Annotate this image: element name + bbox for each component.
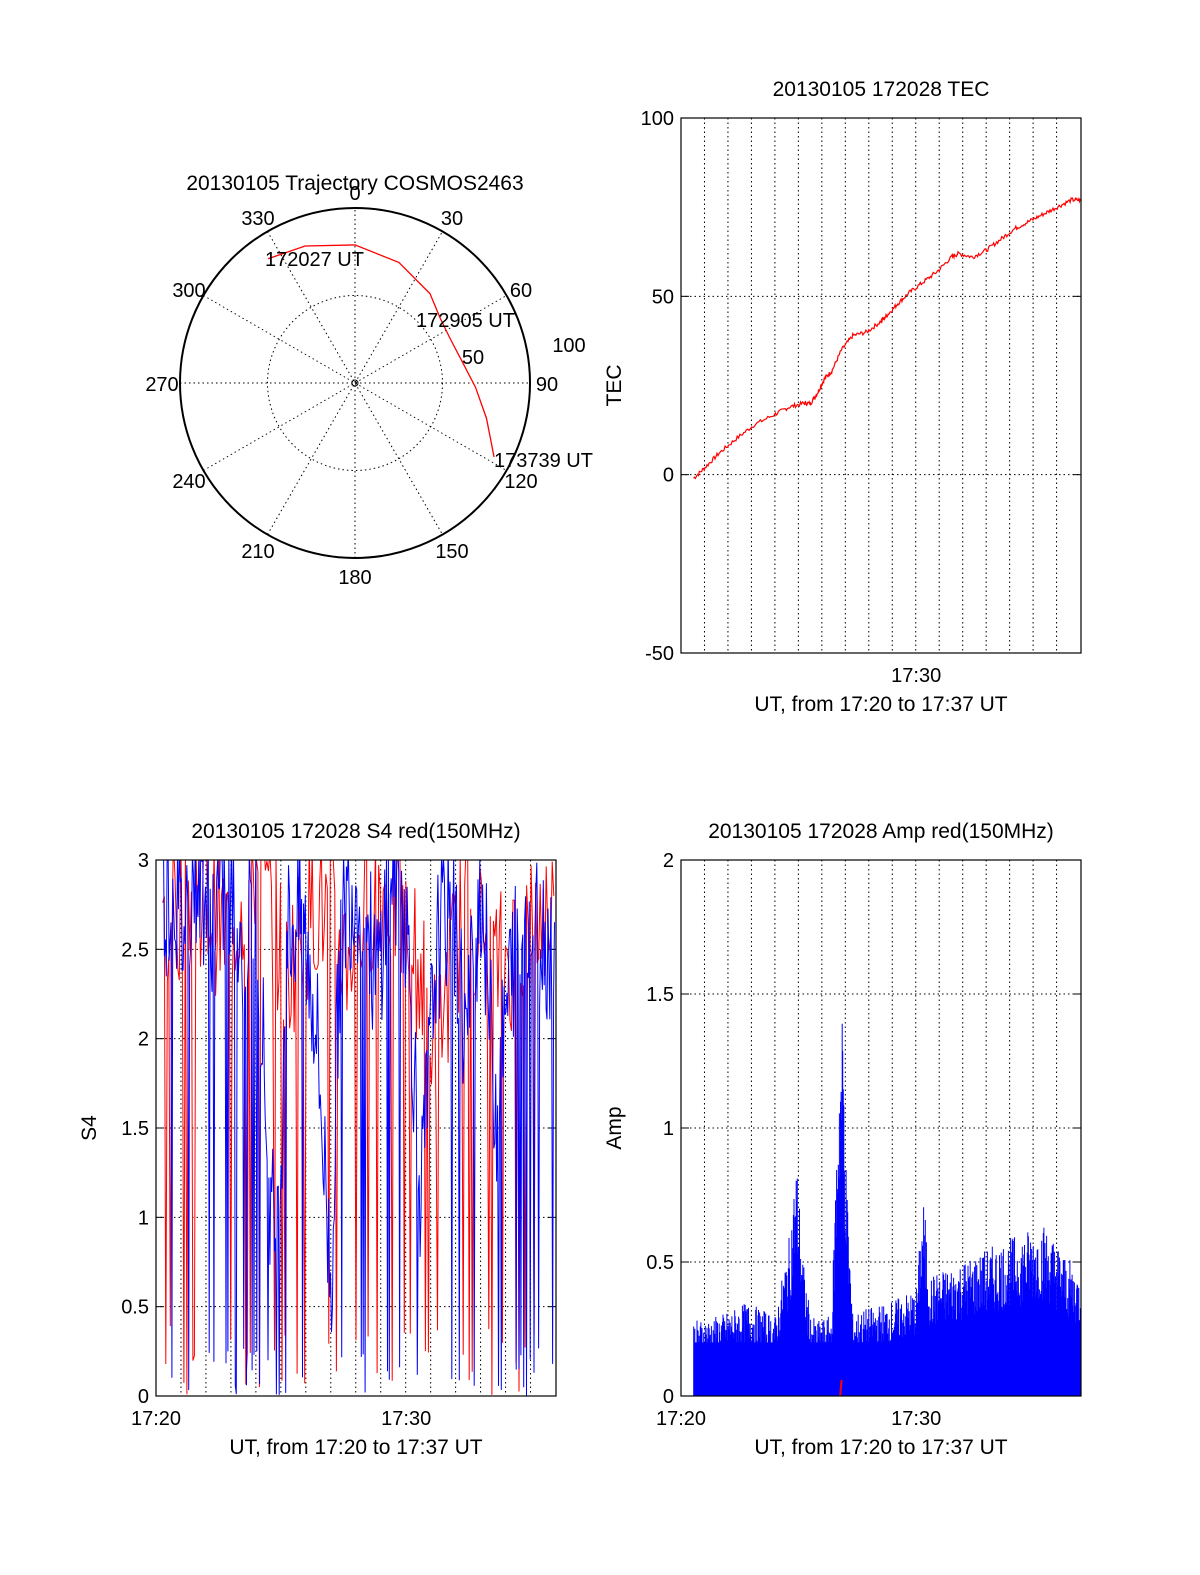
azimuth-label: 90 <box>536 374 558 396</box>
plot-frame <box>680 117 1082 654</box>
x-tick-label: 17:20 <box>131 1408 181 1430</box>
amp-blue-series <box>693 1023 1082 1396</box>
y-axis-label: S4 <box>78 1115 101 1141</box>
chart-panel-tec: 20130105 172028 TEC -50 0 50 100 17:30 UT, fro… <box>603 78 1082 716</box>
x-tick-label: 17:30 <box>891 665 941 687</box>
tec-series-line <box>693 196 1081 480</box>
y-tick-label: 2 <box>663 850 674 872</box>
y-tick-label: 3 <box>138 850 149 872</box>
azimuth-label: 150 <box>435 541 468 563</box>
y-tick-label: 0 <box>663 465 674 487</box>
trajectory-path <box>267 244 495 458</box>
y-tick-label: 2 <box>138 1029 149 1051</box>
x-axis-label: UT, from 17:20 to 17:37 UT <box>229 1436 482 1459</box>
amp-red-series <box>839 1379 843 1397</box>
chart-title: 20130105 172028 S4 red(150MHz) <box>191 820 520 843</box>
y-tick-label: 50 <box>652 286 674 308</box>
azimuth-label: 0 <box>349 183 360 205</box>
azimuth-label: 270 <box>145 374 178 396</box>
y-tick-label: 100 <box>641 108 674 130</box>
azimuth-label: 180 <box>338 567 371 589</box>
chart-panel-amp: 20130105 172028 Amp red(150MHz) 0 0.5 1 1.5 2… <box>603 820 1082 1459</box>
polar-title: 20130105 Trajectory COSMOS2463 <box>186 172 523 195</box>
azimuth-label: 240 <box>172 471 205 493</box>
chart-title: 20130105 172028 TEC <box>773 78 990 101</box>
y-tick-label: 1.5 <box>646 984 674 1006</box>
elevation-label-100: 100 <box>552 335 585 357</box>
y-tick-label: 0 <box>138 1386 149 1408</box>
x-axis-label: UT, from 17:20 to 17:37 UT <box>754 1436 1007 1459</box>
annotation-start-time: 172027 UT <box>265 249 364 271</box>
s4-data-area <box>162 860 555 1396</box>
s4-blue-series <box>163 860 555 1396</box>
y-tick-label: 0.5 <box>121 1297 149 1319</box>
azimuth-label: 30 <box>441 208 463 230</box>
y-axis-label: Amp <box>603 1106 626 1149</box>
y-tick-label: 0.5 <box>646 1252 674 1274</box>
plot-frame <box>155 859 557 1397</box>
chart-title: 20130105 172028 Amp red(150MHz) <box>708 820 1054 843</box>
amp-blue-base-band <box>693 1342 1081 1396</box>
x-tick-label: 17:30 <box>891 1408 941 1430</box>
polar-center <box>351 379 359 387</box>
y-tick-label: 1 <box>138 1207 149 1229</box>
y-tick-label: 0 <box>663 1386 674 1408</box>
x-tick-label: 17:20 <box>656 1408 706 1430</box>
y-tick-label: -50 <box>645 643 674 665</box>
plot-frame <box>680 859 1082 1397</box>
azimuth-label: 120 <box>504 471 537 493</box>
elevation-label-50: 50 <box>462 347 484 369</box>
azimuth-label: 330 <box>241 208 274 230</box>
y-tick-label: 2.5 <box>121 939 149 961</box>
y-tick-label: 1.5 <box>121 1118 149 1140</box>
azimuth-label: 60 <box>510 280 532 302</box>
y-axis-label: TEC <box>603 365 626 407</box>
y-tick-label: 1 <box>663 1118 674 1140</box>
annotation-end-time: 173739 UT <box>494 450 593 472</box>
annotation-mid-time: 172905 UT <box>416 310 515 332</box>
chart-panel-s4: 20130105 172028 S4 red(150MHz) 0 0.5 1 1.5 2 2… <box>78 820 557 1459</box>
x-axis-label: UT, from 17:20 to 17:37 UT <box>754 693 1007 716</box>
x-tick-label: 17:30 <box>381 1408 431 1430</box>
azimuth-label: 300 <box>172 280 205 302</box>
azimuth-label: 210 <box>241 541 274 563</box>
